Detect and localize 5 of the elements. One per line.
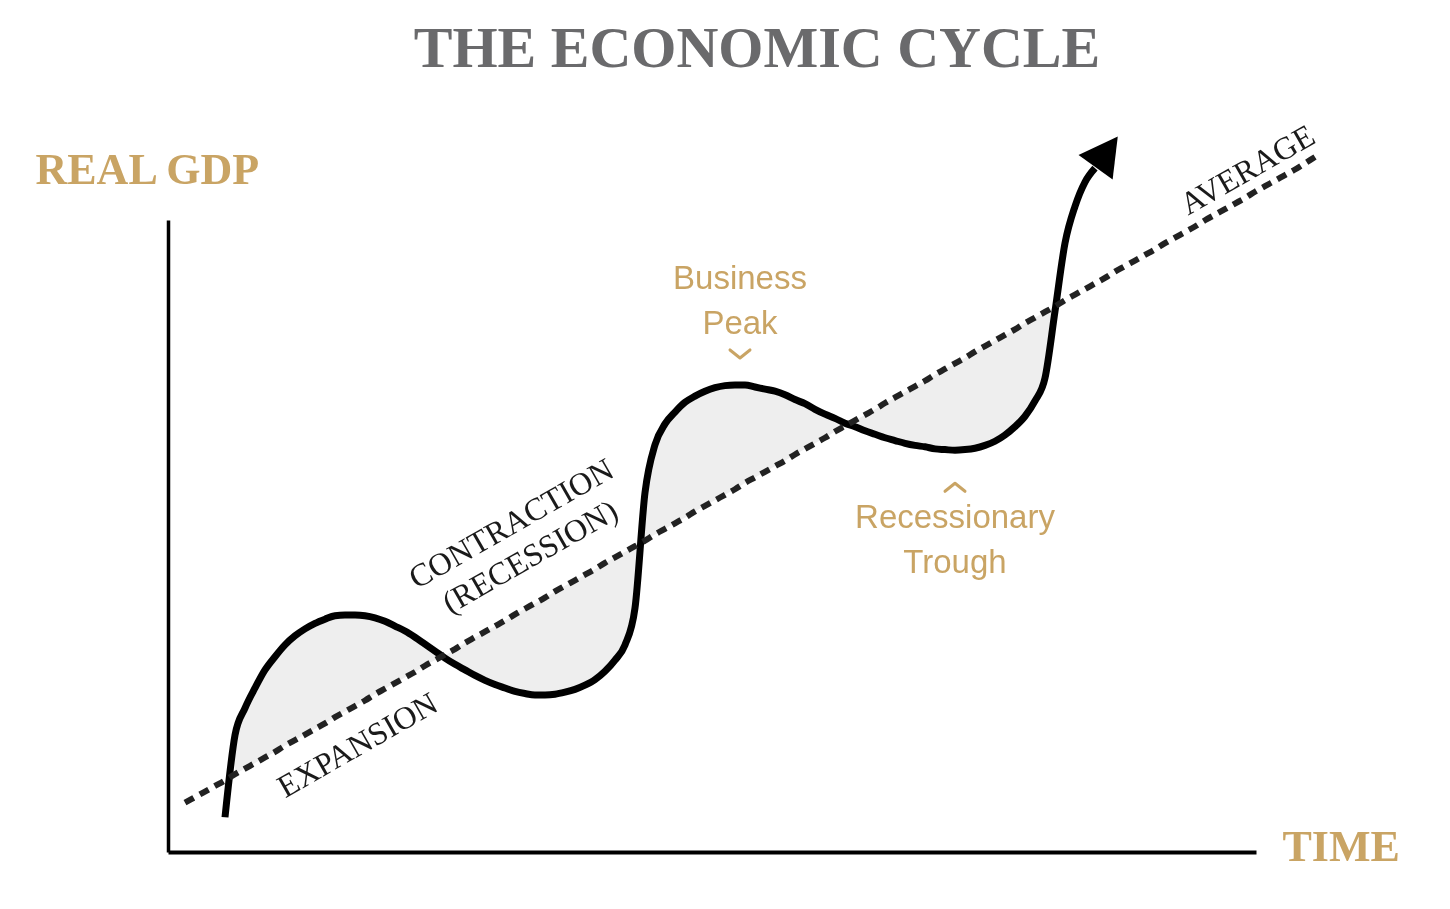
chart-title: THE ECONOMIC CYCLE <box>413 15 1101 81</box>
x-axis-title: TIME <box>1282 821 1400 871</box>
y-axis-title: REAL GDP <box>35 144 260 194</box>
annotation: Business Peak <box>673 258 807 341</box>
annotation: Recessionary Trough <box>855 498 1056 581</box>
